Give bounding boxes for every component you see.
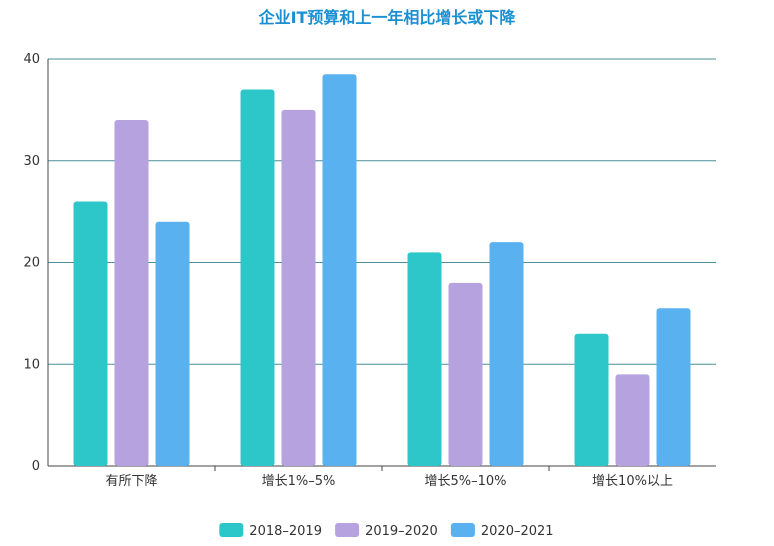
bar-0-2 xyxy=(407,252,442,466)
bar-0-0 xyxy=(73,201,108,466)
x-category-label: 增长1%–5% xyxy=(262,474,336,489)
legend-label: 2019–2020 xyxy=(365,524,438,539)
legend-label: 2018–2019 xyxy=(249,524,322,539)
bar-1-0 xyxy=(114,120,149,467)
bar-2-0 xyxy=(155,221,190,466)
legend-swatch xyxy=(450,523,475,537)
legend-swatch xyxy=(335,523,360,537)
bar-1-2 xyxy=(448,282,483,466)
bar-0-3 xyxy=(574,333,609,466)
legend-swatch xyxy=(219,523,244,537)
y-tick-label: 30 xyxy=(23,154,40,169)
bar-2-2 xyxy=(489,242,524,466)
y-tick-label: 40 xyxy=(23,52,40,67)
x-category-label: 增长5%–10% xyxy=(424,474,506,489)
bar-1-3 xyxy=(615,374,650,466)
y-tick-label: 20 xyxy=(23,256,40,271)
x-category-label: 增长10%以上 xyxy=(592,474,673,489)
chart-title: 企业IT预算和上一年相比增长或下降 xyxy=(258,8,516,27)
y-tick-label: 0 xyxy=(32,459,40,474)
bar-2-1 xyxy=(322,74,357,466)
bar-1-1 xyxy=(281,109,316,466)
bar-0-1 xyxy=(240,89,275,467)
legend-label: 2020–2021 xyxy=(481,524,554,539)
y-tick-label: 10 xyxy=(23,357,40,372)
x-category-label: 有所下降 xyxy=(105,474,157,489)
bar-2-3 xyxy=(656,308,691,466)
